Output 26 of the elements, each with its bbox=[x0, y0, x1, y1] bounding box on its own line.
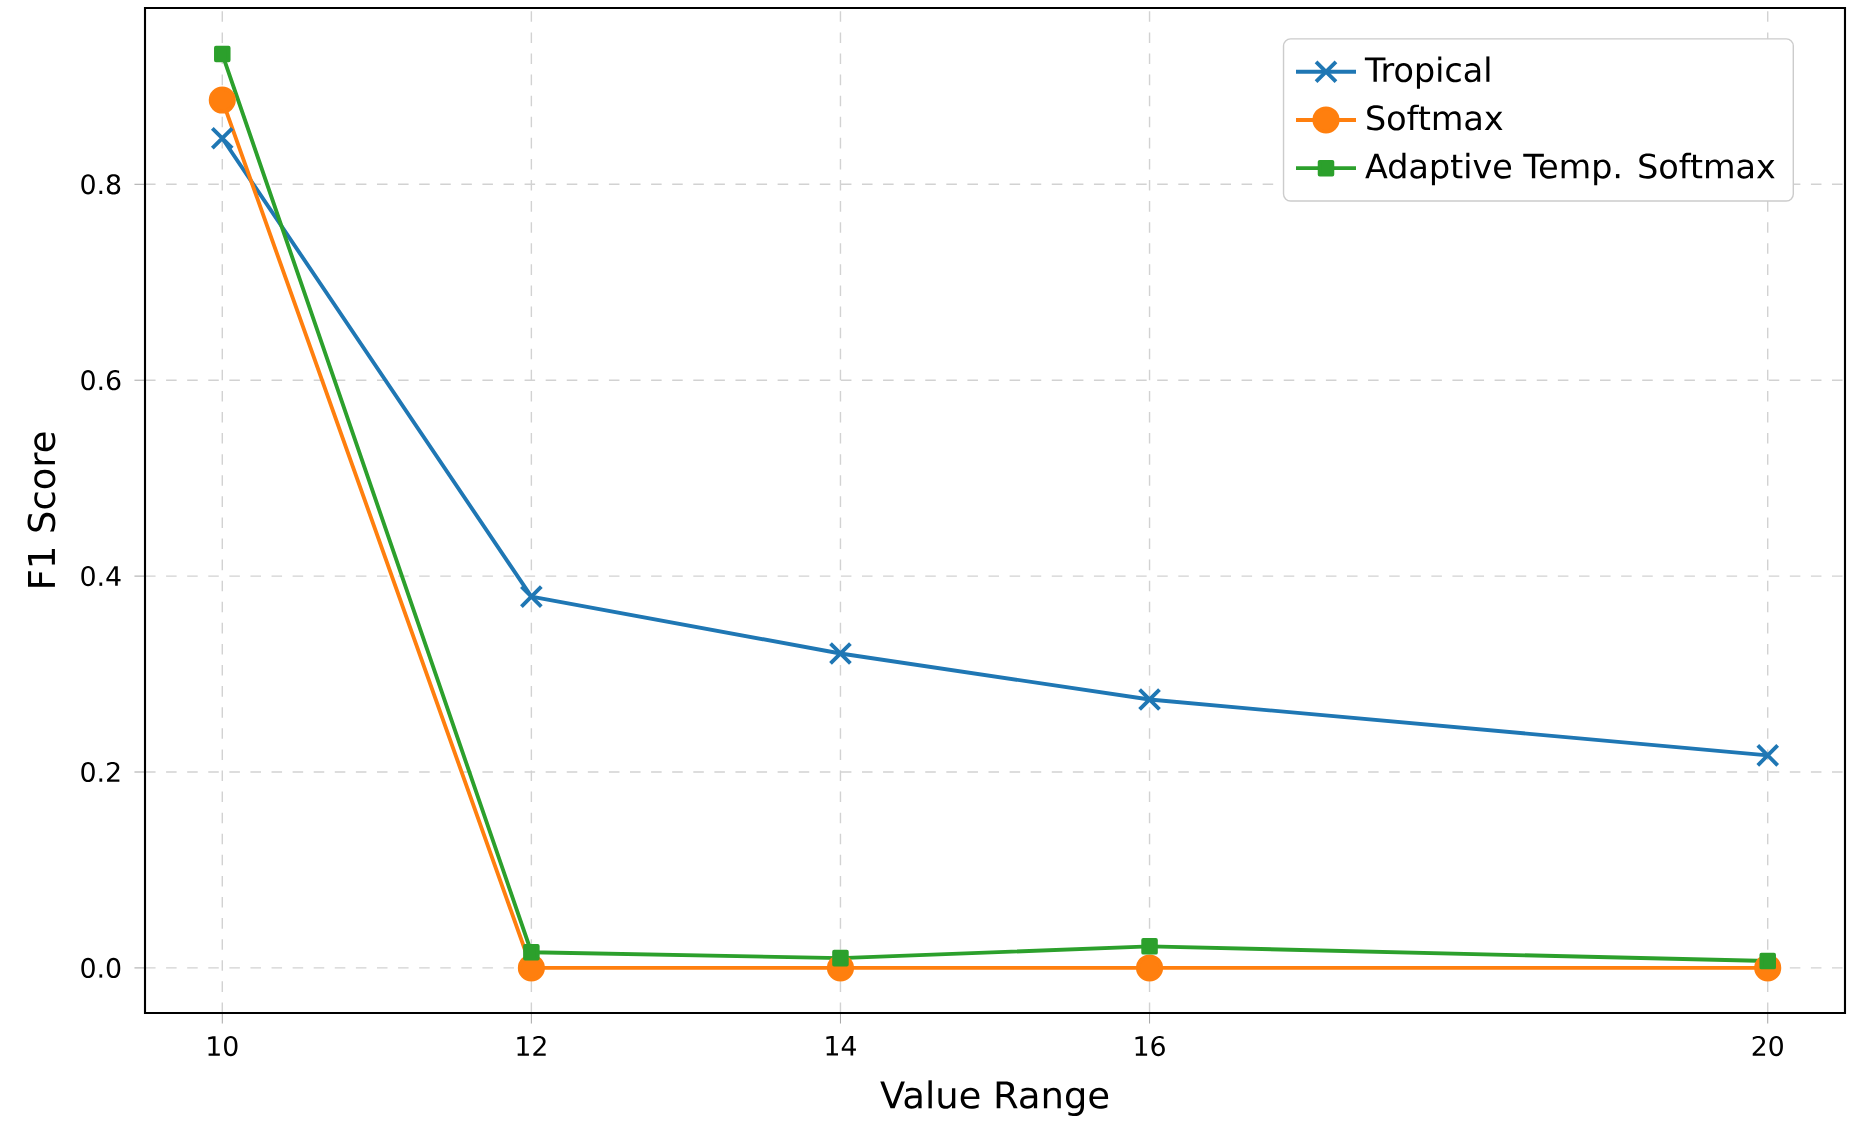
point bbox=[1137, 687, 1162, 712]
x-tick-label: 20 bbox=[1752, 1035, 1783, 1057]
point bbox=[1755, 743, 1780, 768]
y-tick-label: 0.4 bbox=[81, 566, 121, 587]
point bbox=[519, 584, 544, 609]
point bbox=[208, 86, 236, 114]
y-tick-label: 0.0 bbox=[81, 957, 121, 979]
x-tick-label: 14 bbox=[826, 1035, 856, 1056]
y-tick-label: 0.8 bbox=[81, 174, 121, 195]
legend-label: Tropical bbox=[1364, 56, 1490, 89]
point bbox=[214, 45, 231, 63]
point bbox=[828, 641, 853, 666]
point bbox=[832, 949, 849, 967]
x-tick-label: 10 bbox=[208, 1035, 238, 1057]
y-tick-label: 0.2 bbox=[81, 761, 120, 783]
y-tick-label: 0.6 bbox=[81, 370, 121, 391]
legend-label: Adaptive Temp. Softmax bbox=[1365, 152, 1775, 186]
point bbox=[1141, 938, 1158, 955]
x-tick-label: 12 bbox=[517, 1035, 546, 1056]
point bbox=[210, 126, 235, 151]
x-axis-title: Value Range bbox=[880, 1080, 1109, 1116]
x-tick-label: 16 bbox=[1135, 1035, 1165, 1057]
point bbox=[523, 943, 540, 961]
y-axis-title: F1 Score bbox=[27, 432, 56, 587]
legend-label: Softmax bbox=[1367, 104, 1503, 131]
point bbox=[1136, 954, 1164, 982]
